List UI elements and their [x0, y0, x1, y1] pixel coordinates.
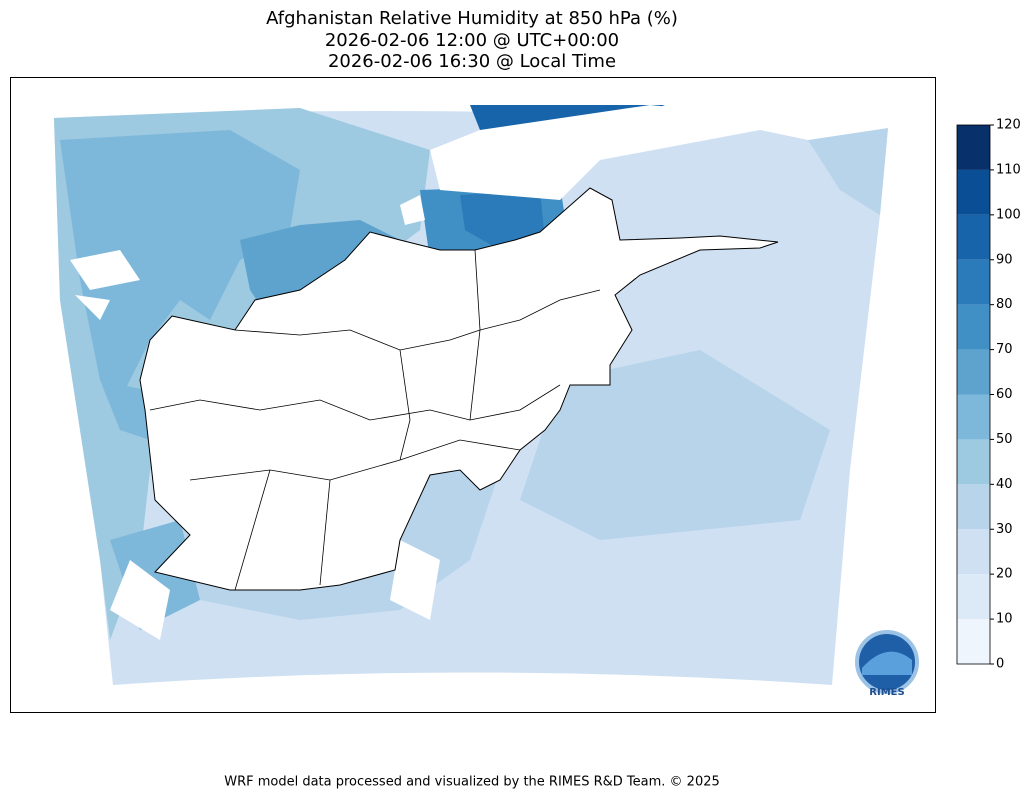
humidity-area — [520, 350, 830, 540]
no-data-area — [75, 295, 110, 320]
humidity-area — [60, 130, 300, 400]
colorbar-tick-label: 10 — [996, 612, 1013, 627]
colorbar-tick-label: 90 — [996, 252, 1013, 267]
logo-text: RIMES — [869, 687, 904, 698]
colorbar-tick-label: 80 — [996, 297, 1013, 312]
colorbar-band — [957, 169, 990, 215]
colorbar-tick-label: 0 — [996, 657, 1004, 672]
province-boundary — [234, 289, 601, 351]
colorbar: 0 10 20 30 40 50 60 70 80 90 100 110 120 — [956, 118, 1021, 672]
colorbar-band — [957, 214, 990, 260]
no-data-area — [70, 250, 140, 290]
colorbar-tick-label: 70 — [996, 342, 1013, 357]
colorbar-tick-label: 100 — [996, 207, 1021, 222]
humidity-area — [808, 128, 888, 215]
colorbar-tick-label: 20 — [996, 567, 1013, 582]
colorbar-band — [957, 394, 990, 440]
humidity-area — [460, 190, 545, 250]
colorbar-band — [957, 304, 990, 350]
no-data-area — [400, 195, 425, 225]
province-boundary — [319, 479, 331, 586]
colorbar-band — [957, 484, 990, 530]
colorbar-band — [957, 574, 990, 620]
colorbar-band — [957, 529, 990, 575]
colorbar-tick-label: 40 — [996, 477, 1013, 492]
colorbar-band — [957, 619, 990, 664]
colorbar-tick-label: 120 — [996, 118, 1021, 133]
province-boundary — [469, 249, 481, 421]
colorbar-tick-label: 30 — [996, 522, 1013, 537]
colorbar-band — [957, 439, 990, 485]
province-boundary — [399, 349, 411, 461]
province-boundary — [189, 439, 521, 481]
title-line: 2026-02-06 12:00 @ UTC+00:00 — [325, 30, 619, 51]
colorbar-band — [957, 349, 990, 395]
map-frame — [10, 77, 936, 713]
title-line: 2026-02-06 16:30 @ Local Time — [328, 51, 616, 72]
colorbar-tick-label: 110 — [996, 162, 1021, 177]
province-boundary — [234, 469, 271, 591]
colorbar-tick-label: 50 — [996, 432, 1013, 447]
province-boundary — [149, 384, 561, 421]
no-data-area — [110, 560, 170, 640]
title-line: Afghanistan Relative Humidity at 850 hPa… — [266, 8, 678, 29]
map — [54, 105, 888, 685]
logo: RIMES — [855, 630, 919, 698]
no-data-area — [430, 105, 888, 200]
colorbar-band — [957, 125, 990, 170]
humidity-area — [100, 380, 150, 440]
no-data-area — [390, 540, 440, 620]
afghanistan-boundary — [139, 187, 779, 591]
footer: WRF model data processed and visualized … — [224, 775, 720, 790]
colorbar-band — [957, 259, 990, 305]
colorbar-tick-label: 60 — [996, 387, 1013, 402]
